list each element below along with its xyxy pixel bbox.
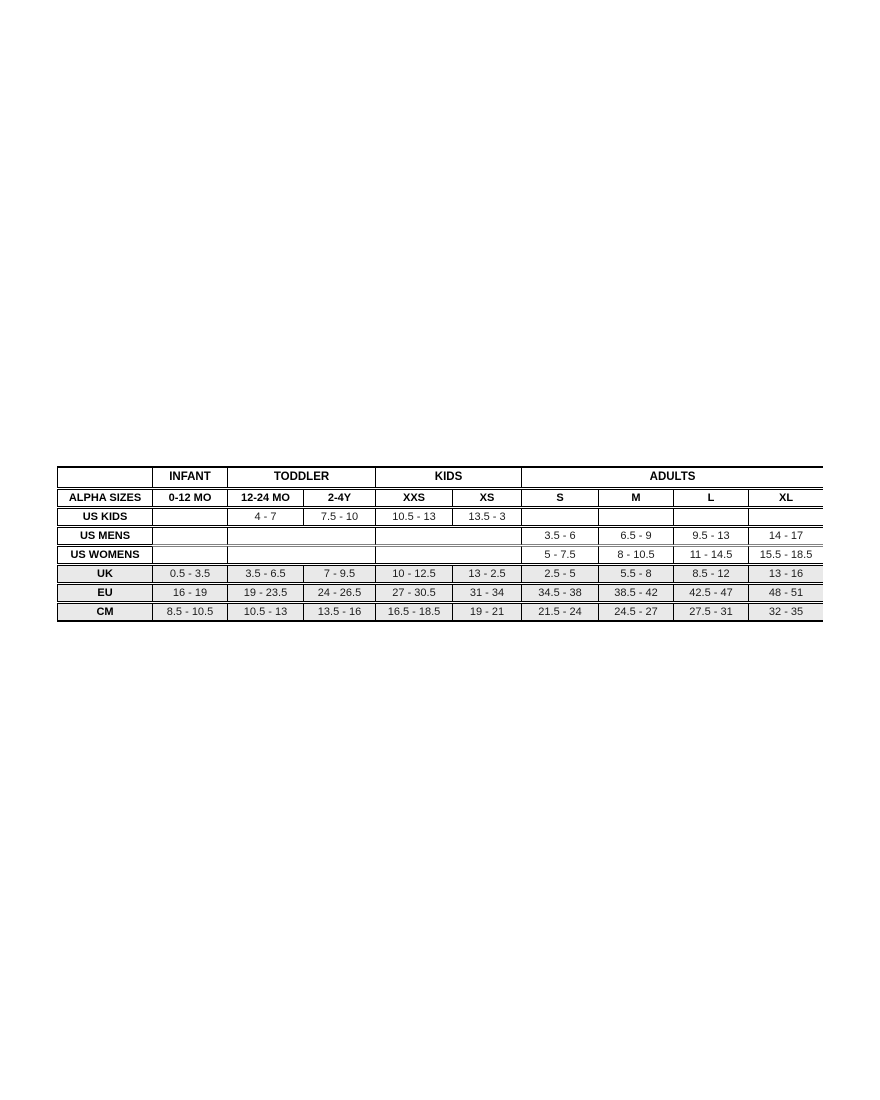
size-cell: 24 - 26.5 [303, 584, 375, 602]
column-header: 0-12 MO [152, 489, 227, 507]
size-cell: 11 - 14.5 [673, 546, 749, 564]
blank-cell [152, 527, 227, 545]
size-cell: 21.5 - 24 [521, 603, 599, 622]
row-label-cm: CM [57, 603, 152, 622]
size-cell: 31 - 34 [452, 584, 522, 602]
size-cell: 48 - 51 [748, 584, 824, 602]
column-header: XS [452, 489, 522, 507]
column-header: S [521, 489, 599, 507]
blank-cell [152, 508, 227, 526]
table-row-eu: EU 16 - 19 19 - 23.5 24 - 26.5 27 - 30.5… [57, 584, 824, 602]
size-cell: 13 - 2.5 [452, 565, 522, 583]
row-label-eu: EU [57, 584, 152, 602]
column-header: 2-4Y [303, 489, 375, 507]
size-cell: 42.5 - 47 [673, 584, 749, 602]
column-header: XL [748, 489, 824, 507]
size-cell: 19 - 21 [452, 603, 522, 622]
size-cell: 32 - 35 [748, 603, 824, 622]
size-cell: 3.5 - 6 [521, 527, 599, 545]
size-cell: 5 - 7.5 [521, 546, 599, 564]
size-cell: 8.5 - 10.5 [152, 603, 227, 622]
group-header-toddler: TODDLER [227, 466, 375, 488]
table-row-cm: CM 8.5 - 10.5 10.5 - 13 13.5 - 16 16.5 -… [57, 603, 824, 622]
size-cell: 16 - 19 [152, 584, 227, 602]
size-cell: 7 - 9.5 [303, 565, 375, 583]
column-header: M [598, 489, 674, 507]
table-row-us-mens: US MENS 3.5 - 6 6.5 - 9 9.5 - 13 14 - 17 [57, 527, 824, 545]
table-row-us-kids: US KIDS 4 - 7 7.5 - 10 10.5 - 13 13.5 - … [57, 508, 824, 526]
group-header-adults: ADULTS [521, 466, 824, 488]
blank-cell [152, 546, 227, 564]
size-cell: 15.5 - 18.5 [748, 546, 824, 564]
size-cell: 24.5 - 27 [598, 603, 674, 622]
column-header: 12-24 MO [227, 489, 303, 507]
group-header-row: INFANT TODDLER KIDS ADULTS [57, 466, 824, 488]
blank-cell [227, 527, 375, 545]
blank-cell [375, 527, 522, 545]
size-cell: 10.5 - 13 [227, 603, 303, 622]
size-cell: 0.5 - 3.5 [152, 565, 227, 583]
size-cell: 6.5 - 9 [598, 527, 674, 545]
table-row-us-womens: US WOMENS 5 - 7.5 8 - 10.5 11 - 14.5 15.… [57, 546, 824, 564]
size-cell: 38.5 - 42 [598, 584, 674, 602]
blank-cell [521, 508, 599, 526]
column-header: XXS [375, 489, 452, 507]
size-cell: 19 - 23.5 [227, 584, 303, 602]
size-cell: 9.5 - 13 [673, 527, 749, 545]
size-cell: 8.5 - 12 [673, 565, 749, 583]
size-cell: 8 - 10.5 [598, 546, 674, 564]
size-cell: 13.5 - 3 [452, 508, 522, 526]
size-cell: 4 - 7 [227, 508, 303, 526]
size-chart-table: INFANT TODDLER KIDS ADULTS ALPHA SIZES 0… [57, 465, 824, 623]
size-cell: 5.5 - 8 [598, 565, 674, 583]
corner-cell [57, 466, 152, 488]
size-cell: 2.5 - 5 [521, 565, 599, 583]
blank-cell [748, 508, 824, 526]
row-label-us-mens: US MENS [57, 527, 152, 545]
row-label-us-kids: US KIDS [57, 508, 152, 526]
row-label-us-womens: US WOMENS [57, 546, 152, 564]
size-cell: 10 - 12.5 [375, 565, 452, 583]
group-header-infant: INFANT [152, 466, 227, 488]
column-header: L [673, 489, 749, 507]
size-cell: 14 - 17 [748, 527, 824, 545]
blank-cell [598, 508, 674, 526]
size-cell: 27 - 30.5 [375, 584, 452, 602]
size-cell: 7.5 - 10 [303, 508, 375, 526]
size-cell: 34.5 - 38 [521, 584, 599, 602]
size-cell: 10.5 - 13 [375, 508, 452, 526]
group-header-kids: KIDS [375, 466, 522, 488]
size-cell: 13.5 - 16 [303, 603, 375, 622]
blank-cell [375, 546, 522, 564]
table-row-uk: UK 0.5 - 3.5 3.5 - 6.5 7 - 9.5 10 - 12.5… [57, 565, 824, 583]
column-header-row: ALPHA SIZES 0-12 MO 12-24 MO 2-4Y XXS XS… [57, 489, 824, 507]
row-label-alpha-sizes: ALPHA SIZES [57, 489, 152, 507]
blank-cell [673, 508, 749, 526]
blank-cell [227, 546, 375, 564]
size-cell: 16.5 - 18.5 [375, 603, 452, 622]
size-cell: 13 - 16 [748, 565, 824, 583]
size-cell: 3.5 - 6.5 [227, 565, 303, 583]
row-label-uk: UK [57, 565, 152, 583]
size-cell: 27.5 - 31 [673, 603, 749, 622]
